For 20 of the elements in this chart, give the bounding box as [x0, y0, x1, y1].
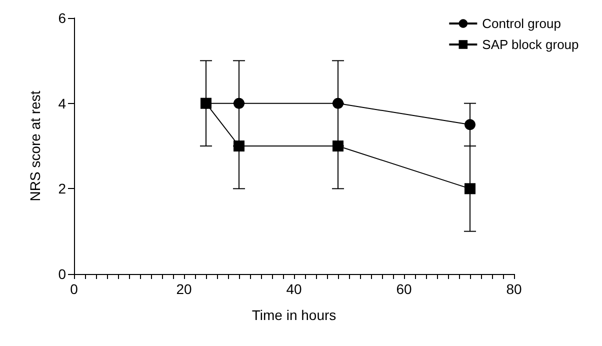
x-axis-title: Time in hours	[252, 307, 336, 323]
y-tick-label: 2	[58, 180, 66, 197]
x-tick-label: 20	[176, 281, 192, 297]
y-tick-label: 4	[58, 95, 66, 112]
point	[200, 98, 212, 109]
y-tick-label: 6	[58, 10, 66, 26]
x-tick-label: 0	[70, 281, 78, 297]
y-tick-label: 0	[58, 266, 66, 282]
point	[234, 98, 244, 109]
point	[332, 98, 344, 109]
legend-label: Control group	[482, 16, 561, 31]
y-axis-title: NRS score at rest	[27, 90, 43, 202]
legend-label: SAP block group	[482, 37, 579, 52]
point	[332, 140, 344, 152]
x-tick-label: 60	[396, 281, 412, 297]
point	[464, 119, 476, 130]
point	[464, 183, 476, 194]
x-tick-label: 40	[286, 281, 302, 297]
x-tick-label: 80	[506, 281, 522, 297]
point	[234, 140, 244, 152]
